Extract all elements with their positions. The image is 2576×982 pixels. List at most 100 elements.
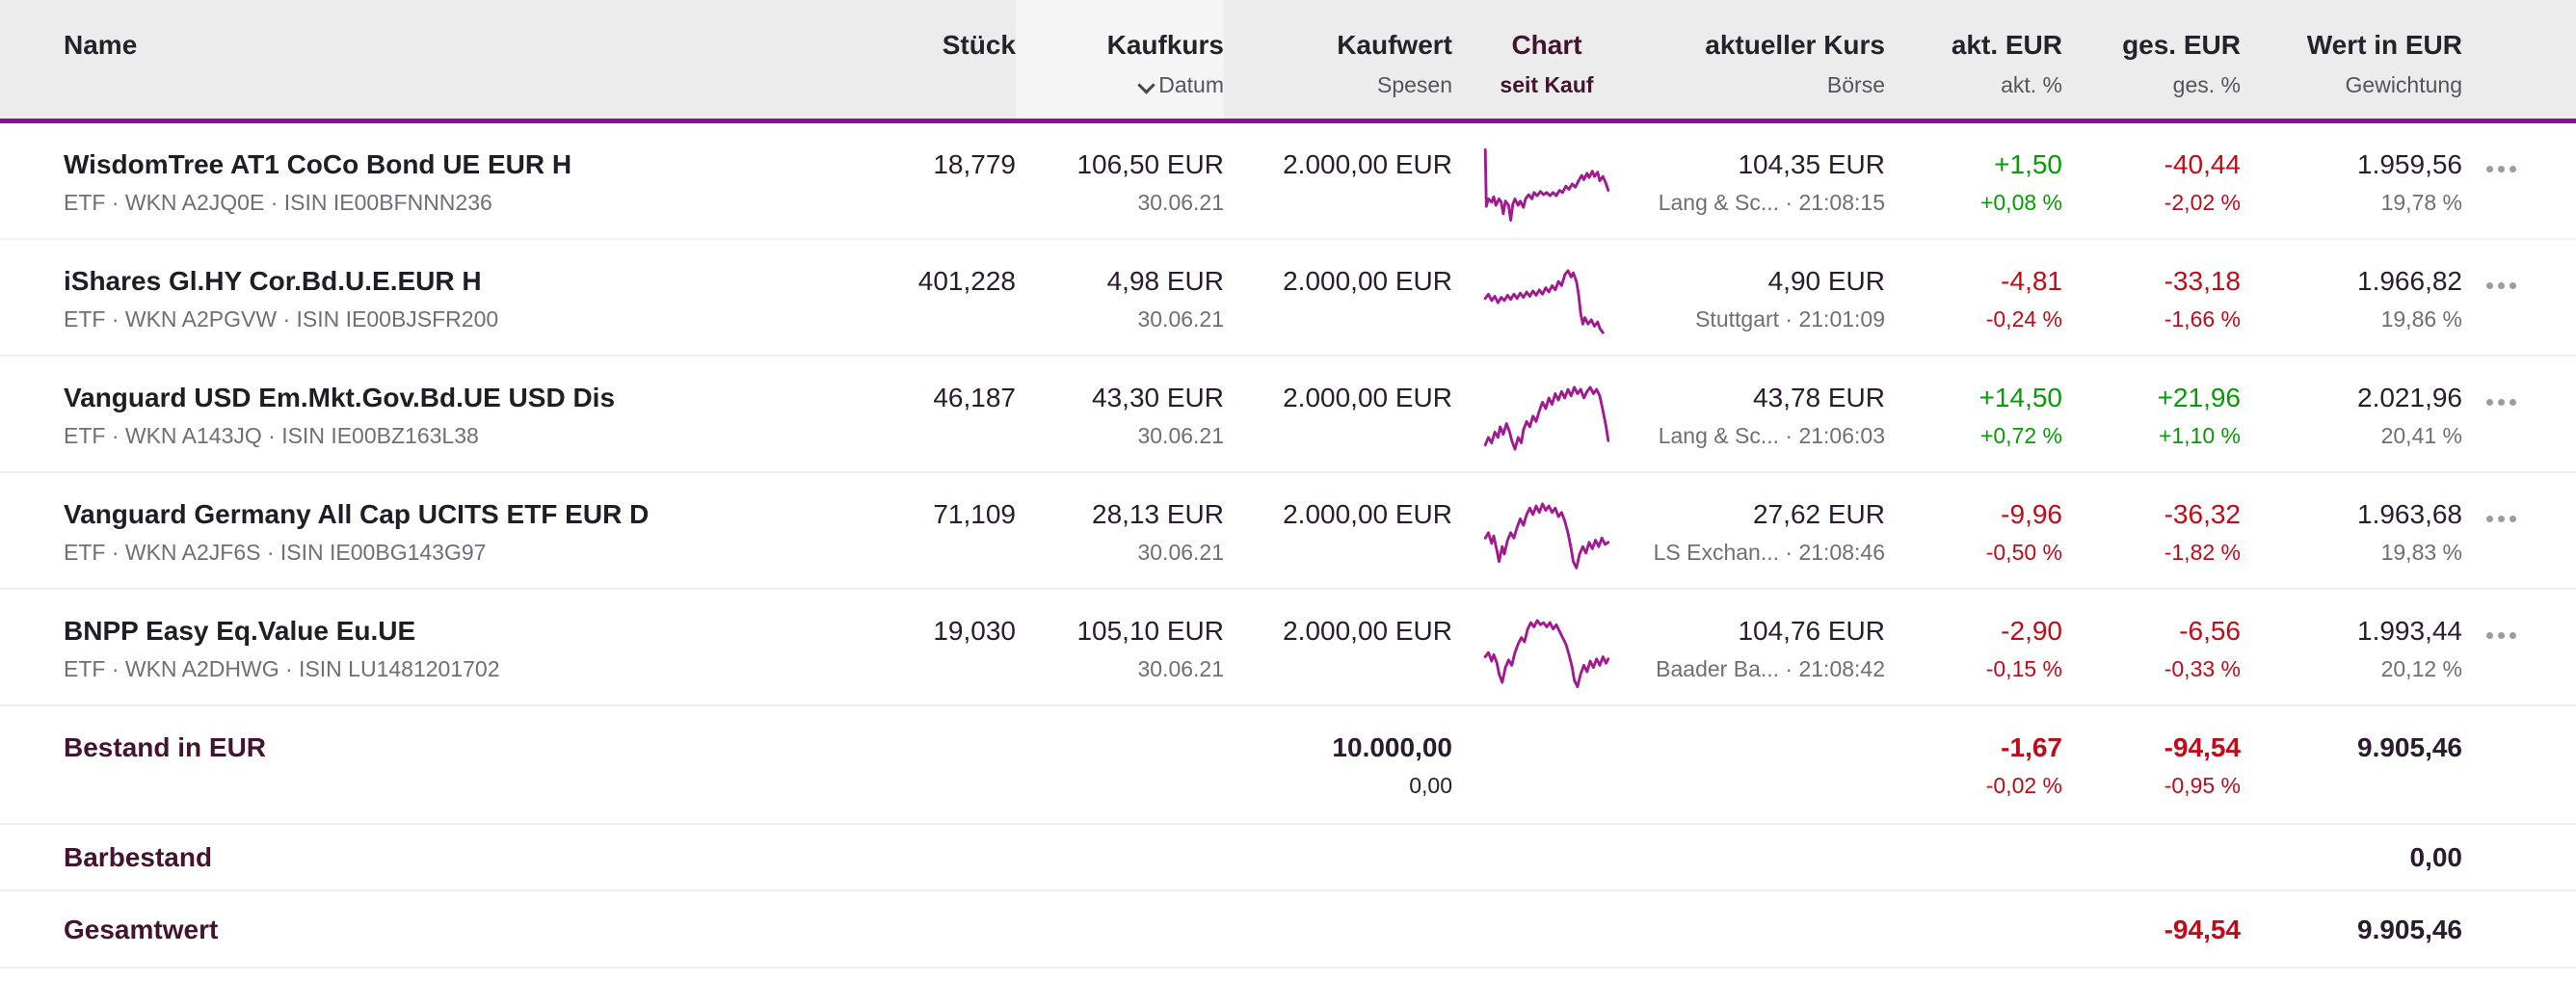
aktueller-kurs-cell: 4,90 EUR Stuttgart · 21:01:09 <box>1641 240 1885 355</box>
stueck-cell: 18,779 <box>732 123 1016 238</box>
wert-cell: 1.963,68 19,83 % <box>2241 473 2462 588</box>
menu-cell <box>2462 473 2539 588</box>
column-header-aktueller-kurs[interactable]: aktueller Kurs Börse <box>1641 0 1885 119</box>
summary-label: Barbestand <box>64 842 213 872</box>
akt-pct-value: -0,24 % <box>1985 306 2062 332</box>
wert-cell: 1.959,56 19,78 % <box>2241 123 2462 238</box>
chart-cell <box>1452 240 1641 355</box>
kaufkurs-value: 4,98 EUR <box>1106 266 1224 296</box>
summary-wert: 9.905,46 <box>2357 732 2462 762</box>
summary-kaufwert: 10.000,00 <box>1332 732 1452 762</box>
column-label: Kaufwert <box>1337 30 1452 60</box>
ges-eur-cell: -6,56 -0,33 % <box>2062 590 2241 704</box>
chart-cell <box>1452 357 1641 471</box>
summary-row-gesamtwert: Gesamtwert -94,54 9.905,46 <box>0 891 2576 969</box>
column-header-chart[interactable]: Chart seit Kauf <box>1452 0 1641 119</box>
row-menu-button[interactable] <box>2485 397 2516 407</box>
kaufdatum-value: 30.06.21 <box>1137 656 1224 681</box>
row-menu-button[interactable] <box>2485 630 2516 640</box>
ges-pct-value: -0,33 % <box>2164 656 2241 681</box>
position-name: WisdomTree AT1 CoCo Bond UE EUR H <box>64 149 572 179</box>
kaufwert-cell: 2.000,00 EUR <box>1224 590 1452 704</box>
summary-ges-cell: -94,54 <box>2062 891 2241 967</box>
name-cell: Vanguard USD Em.Mkt.Gov.Bd.UE USD Dis ET… <box>64 357 732 471</box>
ges-eur-cell: +21,96 +1,10 % <box>2062 357 2241 471</box>
akt-eur-cell: -4,81 -0,24 % <box>1885 240 2062 355</box>
ges-pct-value: -2,02 % <box>2164 190 2241 215</box>
ges-eur-value: +21,96 <box>2157 383 2241 412</box>
summary-label-cell: Bestand in EUR <box>64 706 732 823</box>
column-header-akt-eur[interactable]: akt. EUR akt. % <box>1885 0 2062 119</box>
table-header: Name Stück Kaufkurs Datum Kaufwert Spese… <box>0 0 2576 123</box>
column-header-stueck[interactable]: Stück <box>732 0 1016 119</box>
kaufwert-cell: 2.000,00 EUR <box>1224 240 1452 355</box>
summary-wert-cell: 0,00 <box>2241 825 2463 889</box>
kurs-value: 104,76 EUR <box>1738 616 1885 646</box>
row-menu-button[interactable] <box>2485 280 2516 290</box>
menu-cell <box>2462 123 2539 238</box>
akt-pct-value: -0,15 % <box>1985 656 2062 681</box>
column-header-kaufkurs[interactable]: Kaufkurs Datum <box>1016 0 1224 119</box>
summary-spesen: 0,00 <box>1409 773 1452 798</box>
column-header-name[interactable]: Name <box>64 0 732 119</box>
position-row[interactable]: Vanguard Germany All Cap UCITS ETF EUR D… <box>0 473 2576 590</box>
column-label: aktueller Kurs <box>1705 30 1885 60</box>
akt-eur-cell: +14,50 +0,72 % <box>1885 357 2062 471</box>
ges-eur-cell: -36,32 -1,82 % <box>2062 473 2241 588</box>
ges-pct-value: -1,82 % <box>2164 540 2241 565</box>
column-sub-label: Gewichtung <box>2345 72 2462 97</box>
ges-eur-value: -36,32 <box>2164 499 2241 529</box>
akt-eur-value: +14,50 <box>1978 383 2062 412</box>
stueck-cell: 71,109 <box>732 473 1016 588</box>
summary-ges-eur: -94,54 <box>2164 915 2241 944</box>
stueck-cell: 46,187 <box>732 357 1016 471</box>
gewichtung-value: 20,12 % <box>2380 656 2462 681</box>
wert-cell: 1.966,82 19,86 % <box>2241 240 2462 355</box>
position-info: ETF · WKN A143JQ · ISIN IE00BZ163L38 <box>64 423 479 448</box>
row-menu-button[interactable] <box>2485 514 2516 523</box>
wert-value: 1.966,82 <box>2357 266 2462 296</box>
column-label: Stück <box>942 30 1016 60</box>
position-row[interactable]: iShares Gl.HY Cor.Bd.U.E.EUR H ETF · WKN… <box>0 240 2576 357</box>
kaufkurs-value: 43,30 EUR <box>1092 383 1224 412</box>
menu-cell <box>2462 240 2539 355</box>
column-header-ges-eur[interactable]: ges. EUR ges. % <box>2062 0 2241 119</box>
kurs-value: 4,90 EUR <box>1767 266 1885 296</box>
akt-pct-value: +0,08 % <box>1979 190 2062 215</box>
row-menu-button[interactable] <box>2485 164 2516 173</box>
summary-row-bestand: Bestand in EUR 10.000,00 0,00 -1,67 -0,0… <box>0 706 2576 825</box>
summary-ges-cell: -94,54 -0,95 % <box>2062 706 2241 823</box>
stueck-value: 71,109 <box>933 499 1016 529</box>
column-header-kaufwert[interactable]: Kaufwert Spesen <box>1224 0 1452 119</box>
summary-label-cell: Barbestand <box>64 825 732 889</box>
wert-value: 1.963,68 <box>2357 499 2462 529</box>
position-row[interactable]: WisdomTree AT1 CoCo Bond UE EUR H ETF · … <box>0 123 2576 240</box>
position-info: ETF · WKN A2JQ0E · ISIN IE00BFNNN236 <box>64 190 492 215</box>
position-info: ETF · WKN A2JF6S · ISIN IE00BG143G97 <box>64 540 487 565</box>
ges-pct-value: +1,10 % <box>2158 423 2241 448</box>
position-name: iShares Gl.HY Cor.Bd.U.E.EUR H <box>64 266 482 296</box>
column-label: Kaufkurs <box>1106 30 1224 60</box>
summary-label-cell: Gesamtwert <box>64 891 732 967</box>
boerse-value: Stuttgart · 21:01:09 <box>1695 306 1885 332</box>
kaufkurs-cell: 28,13 EUR 30.06.21 <box>1016 473 1224 588</box>
name-cell: iShares Gl.HY Cor.Bd.U.E.EUR H ETF · WKN… <box>64 240 732 355</box>
position-info: ETF · WKN A2DHWG · ISIN LU1481201702 <box>64 656 500 681</box>
kurs-value: 43,78 EUR <box>1753 383 1885 412</box>
ges-pct-value: -1,66 % <box>2164 306 2241 332</box>
kaufkurs-cell: 43,30 EUR 30.06.21 <box>1016 357 1224 471</box>
position-row[interactable]: Vanguard USD Em.Mkt.Gov.Bd.UE USD Dis ET… <box>0 357 2576 473</box>
column-header-wert-in-eur[interactable]: Wert in EUR Gewichtung <box>2241 0 2462 119</box>
position-row[interactable]: BNPP Easy Eq.Value Eu.UE ETF · WKN A2DHW… <box>0 590 2576 706</box>
kaufkurs-cell: 105,10 EUR 30.06.21 <box>1016 590 1224 704</box>
aktueller-kurs-cell: 104,76 EUR Baader Ba... · 21:08:42 <box>1641 590 1885 704</box>
stueck-value: 46,187 <box>933 383 1016 412</box>
wert-cell: 1.993,44 20,12 % <box>2241 590 2462 704</box>
wert-cell: 2.021,96 20,41 % <box>2241 357 2462 471</box>
kaufdatum-value: 30.06.21 <box>1137 423 1224 448</box>
summary-wert-cell: 9.905,46 <box>2241 891 2462 967</box>
wert-value: 1.959,56 <box>2357 149 2462 179</box>
kaufwert-value: 2.000,00 EUR <box>1283 383 1452 412</box>
akt-eur-value: -2,90 <box>2001 616 2062 646</box>
